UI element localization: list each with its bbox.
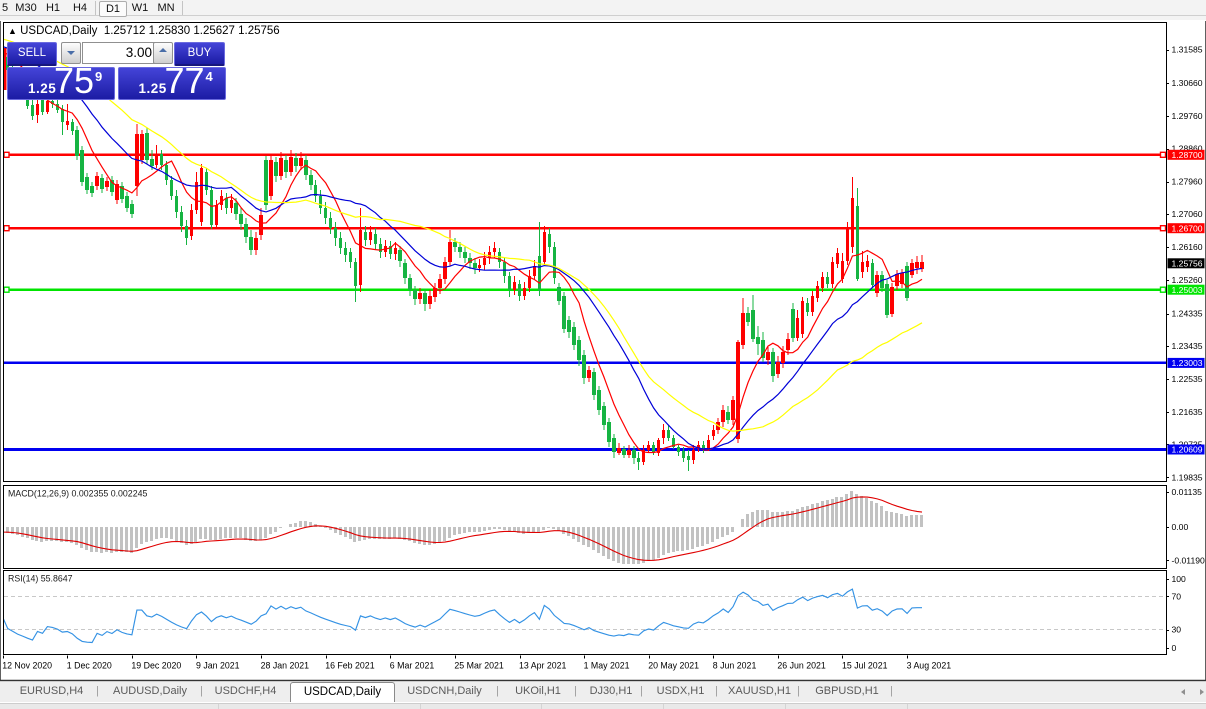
svg-text:9 Jan 2021: 9 Jan 2021 [196, 661, 240, 671]
svg-text:1.28700: 1.28700 [1172, 150, 1203, 160]
svg-text:1.28860: 1.28860 [1172, 144, 1203, 154]
svg-text:1.24335: 1.24335 [1172, 309, 1203, 319]
svg-text:1.23435: 1.23435 [1172, 341, 1203, 351]
svg-text:25 Mar 2021: 25 Mar 2021 [454, 661, 503, 671]
svg-text:1.21635: 1.21635 [1172, 407, 1203, 417]
svg-text:1.25260: 1.25260 [1172, 275, 1203, 285]
svg-text:1.22535: 1.22535 [1172, 374, 1203, 384]
svg-text:12 Nov 2020: 12 Nov 2020 [2, 661, 52, 671]
svg-text:15 Jul 2021: 15 Jul 2021 [842, 661, 888, 671]
svg-text:70: 70 [1172, 592, 1182, 602]
svg-text:16 Feb 2021: 16 Feb 2021 [325, 661, 375, 671]
svg-text:1.26160: 1.26160 [1172, 242, 1203, 252]
svg-text:MACD(12,26,9) 0.002355 0.00224: MACD(12,26,9) 0.002355 0.002245 [8, 489, 147, 499]
svg-text:1.30660: 1.30660 [1172, 78, 1203, 88]
svg-text:1.20609: 1.20609 [1172, 445, 1203, 455]
svg-text:0.00: 0.00 [1172, 522, 1189, 532]
svg-text:1.31585: 1.31585 [1172, 45, 1203, 55]
svg-text:19 Dec 2020: 19 Dec 2020 [131, 661, 181, 671]
svg-text:26 Jun 2021: 26 Jun 2021 [777, 661, 826, 671]
svg-text:-0.01190: -0.01190 [1172, 556, 1206, 566]
svg-text:1 Dec 2020: 1 Dec 2020 [67, 661, 112, 671]
svg-text:1.27960: 1.27960 [1172, 177, 1203, 187]
svg-text:1.29760: 1.29760 [1172, 111, 1203, 121]
svg-text:1.25003: 1.25003 [1172, 285, 1203, 295]
svg-text:20 May 2021: 20 May 2021 [648, 661, 699, 671]
svg-text:28 Jan 2021: 28 Jan 2021 [261, 661, 310, 671]
svg-text:13 Apr 2021: 13 Apr 2021 [519, 661, 567, 671]
svg-text:3 Aug 2021: 3 Aug 2021 [907, 661, 952, 671]
svg-text:30: 30 [1172, 625, 1182, 635]
svg-text:1.23003: 1.23003 [1172, 358, 1203, 368]
svg-text:1.19835: 1.19835 [1172, 472, 1203, 482]
svg-text:8 Jun 2021: 8 Jun 2021 [713, 661, 757, 671]
svg-text:6 Mar 2021: 6 Mar 2021 [390, 661, 435, 671]
svg-text:0.01135: 0.01135 [1172, 487, 1203, 497]
svg-text:1.27060: 1.27060 [1172, 209, 1203, 219]
svg-text:1.26700: 1.26700 [1172, 223, 1203, 233]
svg-text:1.25756: 1.25756 [1172, 259, 1203, 269]
svg-text:0: 0 [1172, 643, 1177, 653]
svg-text:100: 100 [1172, 574, 1187, 584]
svg-text:RSI(14) 55.8647: RSI(14) 55.8647 [8, 574, 73, 584]
svg-text:1 May 2021: 1 May 2021 [584, 661, 630, 671]
